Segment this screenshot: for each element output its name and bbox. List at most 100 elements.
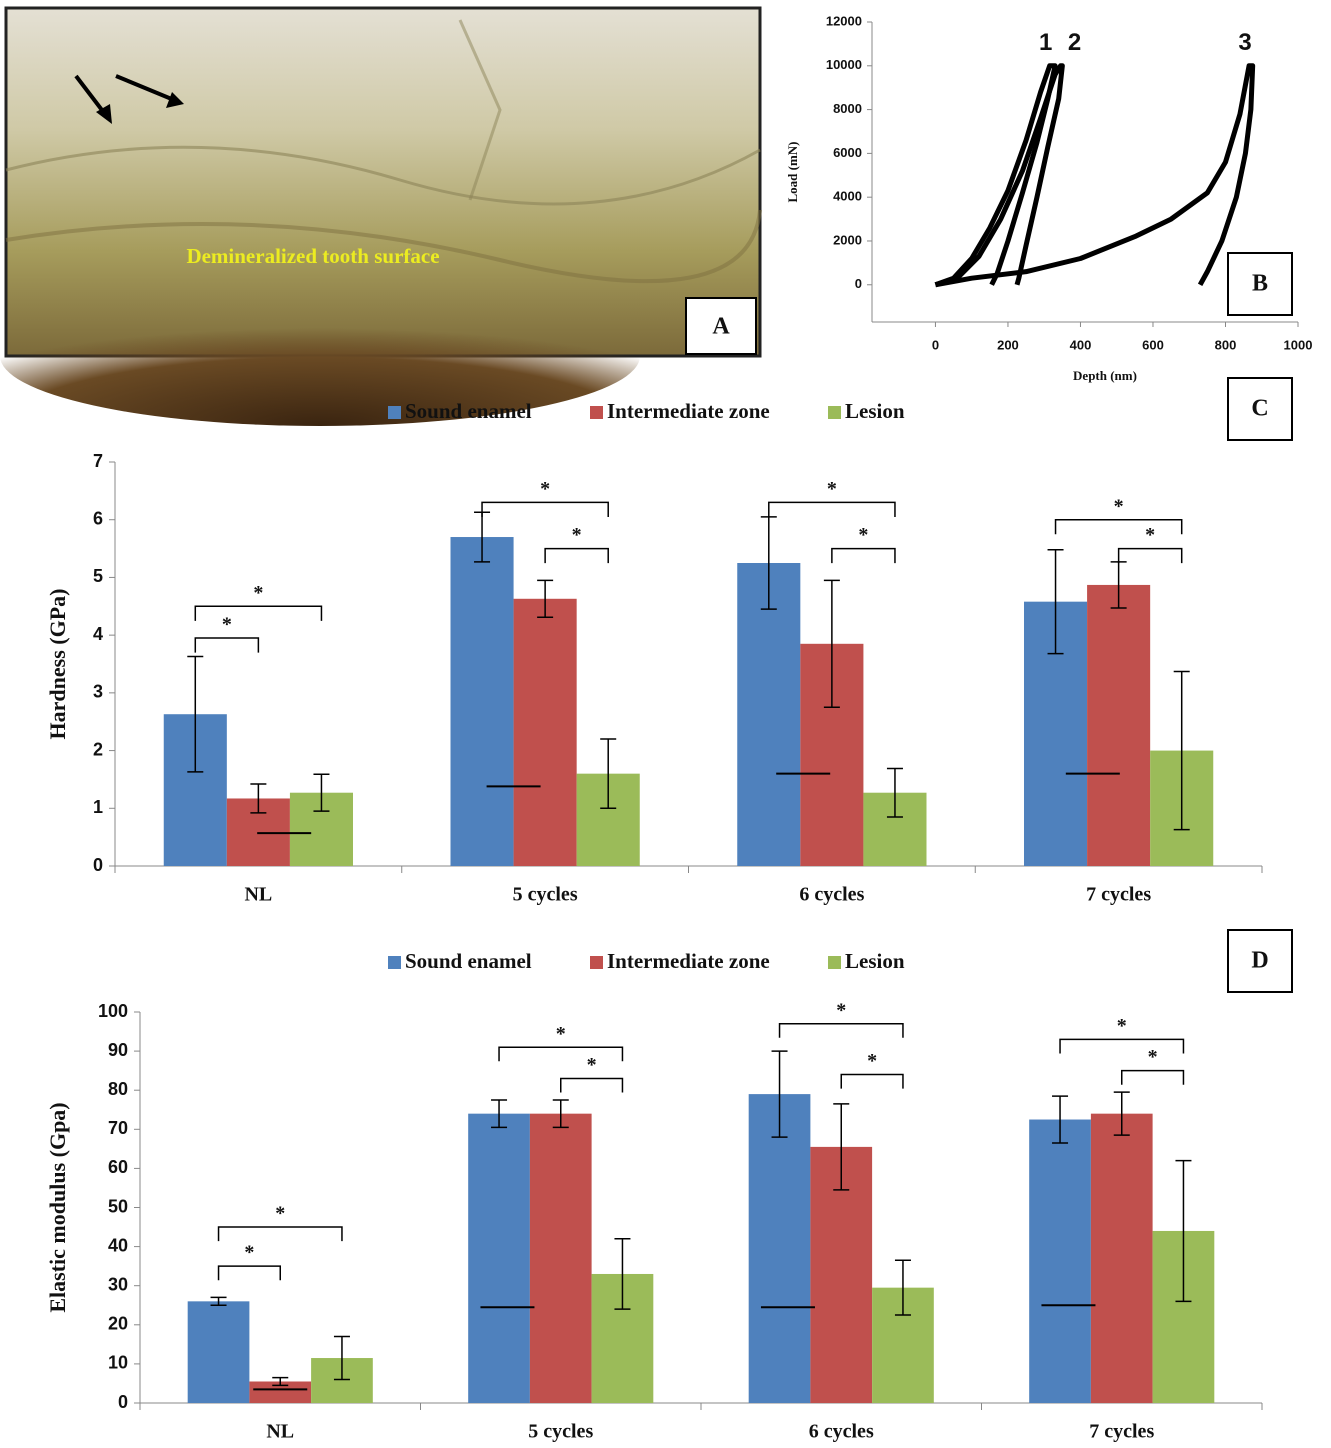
significance-star: * (275, 1203, 285, 1225)
significance-star: * (540, 478, 550, 500)
legend-swatch (590, 956, 603, 969)
significance-bracket (832, 549, 895, 564)
load-curve (935, 66, 1055, 285)
significance-bracket (1056, 520, 1182, 535)
y-tick-label: 70 (108, 1118, 128, 1138)
y-tick-label: 0 (855, 276, 862, 291)
significance-star: * (244, 1242, 254, 1264)
significance-bracket (219, 1227, 342, 1241)
significance-bracket (545, 549, 608, 564)
legend-swatch (388, 406, 401, 419)
significance-bracket (499, 1047, 622, 1061)
curve-label: 3 (1238, 29, 1251, 56)
significance-star: * (836, 999, 846, 1021)
y-tick-label: 6 (93, 508, 103, 528)
legend-label: Lesion (845, 949, 905, 973)
y-tick-label: 90 (108, 1040, 128, 1060)
significance-star: * (1145, 524, 1155, 546)
panel-label: D (1251, 948, 1268, 974)
x-tick-label: 7 cycles (1086, 884, 1151, 906)
y-tick-label: 20 (108, 1314, 128, 1334)
y-tick-label: 5 (93, 566, 103, 586)
significance-star: * (1114, 495, 1124, 517)
bar (514, 599, 577, 866)
x-axis-label: Depth (nm) (1073, 368, 1137, 383)
significance-bracket (780, 1024, 903, 1038)
x-tick-label: 7 cycles (1089, 1421, 1154, 1443)
significance-bracket (219, 1266, 281, 1280)
significance-bracket (195, 638, 258, 653)
figure: Demineralized tooth surface A 0200040006… (0, 0, 1331, 1448)
y-tick-label: 8000 (833, 101, 862, 116)
y-tick-label: 10 (108, 1353, 128, 1373)
y-tick-label: 6000 (833, 145, 862, 160)
significance-star: * (587, 1054, 597, 1076)
significance-bracket (482, 502, 608, 517)
significance-star: * (222, 614, 232, 636)
legend-swatch (590, 406, 603, 419)
significance-bracket (1060, 1039, 1183, 1053)
x-tick-label: 1000 (1284, 337, 1313, 352)
y-tick-label: 4 (93, 624, 103, 644)
bar (1029, 1120, 1091, 1403)
significance-star: * (572, 524, 582, 546)
significance-star: * (858, 524, 868, 546)
significance-bracket (769, 502, 895, 517)
significance-bracket (1119, 549, 1182, 564)
y-tick-label: 12000 (826, 13, 862, 28)
legend-swatch (828, 956, 841, 969)
significance-star: * (867, 1050, 877, 1072)
legend-label: Lesion (845, 399, 905, 423)
y-tick-label: 1 (93, 797, 103, 817)
micrograph: Demineralized tooth surface A (0, 8, 760, 426)
y-tick-label: 40 (108, 1235, 128, 1255)
significance-bracket (1122, 1071, 1184, 1085)
x-tick-label: NL (266, 1421, 294, 1443)
y-tick-label: 10000 (826, 57, 862, 72)
x-tick-label: 6 cycles (799, 884, 864, 906)
x-tick-label: 5 cycles (528, 1421, 593, 1443)
x-tick-label: NL (244, 884, 272, 906)
bar (1091, 1114, 1153, 1403)
x-tick-label: 400 (1070, 337, 1092, 352)
y-tick-label: 3 (93, 682, 103, 702)
y-tick-label: 0 (118, 1392, 128, 1412)
y-tick-label: 30 (108, 1274, 128, 1294)
image-caption: Demineralized tooth surface (186, 244, 439, 268)
significance-star: * (827, 478, 837, 500)
legend-swatch (388, 956, 401, 969)
curve-label: 2 (1068, 29, 1081, 56)
y-tick-label: 2000 (833, 232, 862, 247)
x-tick-label: 200 (997, 337, 1019, 352)
load-curve (935, 66, 1062, 285)
bar (530, 1114, 592, 1403)
legend-swatch (828, 406, 841, 419)
significance-bracket (841, 1075, 903, 1089)
y-axis-label: Hardness (GPa) (45, 589, 70, 740)
x-tick-label: 600 (1142, 337, 1164, 352)
panel-label: C (1251, 396, 1268, 422)
significance-star: * (1148, 1046, 1158, 1068)
panel-label: B (1252, 271, 1268, 297)
y-tick-label: 80 (108, 1079, 128, 1099)
y-tick-label: 100 (98, 1001, 128, 1021)
bar (468, 1114, 530, 1403)
x-tick-label: 0 (932, 337, 939, 352)
significance-bracket (195, 606, 321, 621)
significance-star: * (253, 582, 263, 604)
y-tick-label: 2 (93, 739, 103, 759)
x-tick-label: 5 cycles (513, 884, 578, 906)
y-tick-label: 7 (93, 451, 103, 471)
x-tick-label: 6 cycles (809, 1421, 874, 1443)
y-axis-label: Elastic modulus (Gpa) (45, 1102, 70, 1312)
y-tick-label: 0 (93, 855, 103, 875)
panel-label: A (712, 314, 730, 340)
x-tick-label: 800 (1215, 337, 1237, 352)
y-axis-label: Load (mN) (785, 141, 800, 202)
y-tick-label: 50 (108, 1196, 128, 1216)
significance-star: * (556, 1023, 566, 1045)
significance-bracket (561, 1078, 623, 1092)
bar (188, 1301, 250, 1403)
legend-label: Intermediate zone (607, 949, 770, 973)
bar (450, 537, 513, 866)
